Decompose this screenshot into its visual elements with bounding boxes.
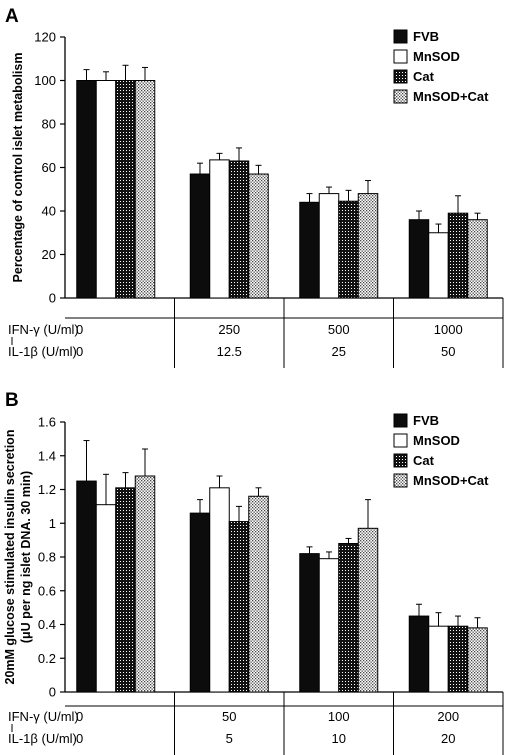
legend-label: MnSOD bbox=[413, 49, 460, 64]
y-tick-label: 0.4 bbox=[38, 617, 56, 632]
bar bbox=[447, 625, 469, 693]
ifn-dose-label: 100 bbox=[328, 709, 350, 724]
y-axis-label: 20mM glucose stimulated insulin secretio… bbox=[3, 430, 17, 685]
y-tick-label: 0.6 bbox=[38, 583, 56, 598]
il-dose-label: 10 bbox=[332, 731, 346, 746]
y-tick-label: 60 bbox=[42, 160, 56, 175]
ifn-dose-label: 0 bbox=[76, 709, 83, 724]
bar bbox=[189, 173, 211, 299]
y-tick-label: 40 bbox=[42, 204, 56, 219]
bar bbox=[408, 615, 430, 693]
legend-label: MnSOD+Cat bbox=[413, 89, 489, 104]
y-tick-label: 0 bbox=[49, 685, 56, 700]
bar bbox=[467, 627, 488, 693]
il-dose-label: 0 bbox=[76, 731, 83, 746]
legend-label: FVB bbox=[413, 413, 439, 428]
bar bbox=[299, 553, 320, 693]
legend-swatch bbox=[393, 29, 408, 44]
bar bbox=[338, 200, 359, 299]
ifn-dose-label: 200 bbox=[437, 709, 459, 724]
y-tick-label: 1.4 bbox=[38, 448, 56, 463]
legend-swatch bbox=[393, 69, 408, 84]
bar bbox=[76, 480, 97, 693]
ifn-row-label: IFN-γ (U/ml) bbox=[8, 322, 79, 337]
ifn-dose-label: 250 bbox=[218, 322, 240, 337]
legend-swatch bbox=[393, 89, 408, 104]
bar bbox=[228, 521, 250, 693]
bar bbox=[248, 173, 269, 299]
y-axis-label-line2: (μU per ng islet DNA. 30 min) bbox=[19, 471, 33, 643]
legend-swatch bbox=[393, 413, 408, 428]
bar bbox=[338, 543, 359, 693]
y-tick-label: 0 bbox=[49, 291, 56, 306]
bar bbox=[318, 558, 340, 693]
ifn-dose-label: 50 bbox=[222, 709, 236, 724]
y-tick-label: 20 bbox=[42, 247, 56, 262]
bar bbox=[95, 504, 117, 693]
bar bbox=[115, 80, 136, 299]
legend-swatch bbox=[393, 49, 408, 64]
y-tick-label: 0.8 bbox=[38, 550, 56, 565]
il-dose-label: 5 bbox=[226, 731, 233, 746]
legend-label: Cat bbox=[413, 453, 435, 468]
panel-label: A bbox=[5, 6, 19, 27]
il-dose-label: 0 bbox=[76, 344, 83, 359]
il-row-label: IL-1β (U/ml) bbox=[8, 344, 77, 359]
ifn-dose-label: 0 bbox=[76, 322, 83, 337]
bar bbox=[357, 193, 379, 299]
il-row-label: IL-1β (U/ml) bbox=[8, 731, 77, 746]
il-dose-label: 12.5 bbox=[217, 344, 242, 359]
chart-panel-b: B 0 0.2 0.4 0.6 0.8 1 1.2 1.4 1.6 20mM glucose sti… bbox=[3, 390, 504, 755]
legend-swatch bbox=[393, 433, 408, 448]
y-tick-label: 100 bbox=[34, 73, 56, 88]
ifn-dose-label: 500 bbox=[328, 322, 350, 337]
bar bbox=[318, 193, 340, 299]
y-tick-label: 120 bbox=[34, 30, 56, 45]
bar bbox=[408, 219, 430, 299]
legend-swatch bbox=[393, 473, 408, 488]
ifn-row-label: IFN-γ (U/ml) bbox=[8, 709, 79, 724]
y-tick-label: 80 bbox=[42, 117, 56, 132]
bar bbox=[248, 495, 269, 693]
legend-swatch bbox=[393, 453, 408, 468]
ifn-dose-label: 1000 bbox=[434, 322, 463, 337]
bar bbox=[357, 527, 379, 693]
y-tick-label: 1 bbox=[49, 516, 56, 531]
bar bbox=[299, 201, 320, 299]
bar bbox=[95, 80, 117, 299]
bar bbox=[467, 219, 488, 299]
legend-label: MnSOD bbox=[413, 433, 460, 448]
bar bbox=[209, 159, 230, 299]
bar bbox=[134, 80, 156, 299]
il-dose-label: 50 bbox=[441, 344, 455, 359]
il-dose-label: 25 bbox=[332, 344, 346, 359]
y-axis-label: Percentage of control islet metabolism bbox=[11, 53, 25, 283]
y-tick-label: 0.2 bbox=[38, 651, 56, 666]
legend-label: Cat bbox=[413, 69, 435, 84]
bar bbox=[76, 80, 97, 299]
il-dose-label: 20 bbox=[441, 731, 455, 746]
bar bbox=[428, 232, 449, 299]
bar bbox=[115, 487, 136, 693]
panel-label: B bbox=[5, 390, 19, 411]
legend-label: MnSOD+Cat bbox=[413, 473, 489, 488]
bar bbox=[134, 475, 156, 693]
y-tick-label: 1.2 bbox=[38, 482, 56, 497]
bar bbox=[447, 212, 469, 299]
legend-label: FVB bbox=[413, 29, 439, 44]
bar bbox=[209, 487, 230, 693]
y-tick-label: 1.6 bbox=[38, 415, 56, 430]
bar bbox=[428, 625, 449, 693]
bar bbox=[228, 160, 250, 299]
chart-panel-a: A 0 20 40 60 80 100 120 Percentage of control is… bbox=[5, 6, 504, 368]
bar bbox=[189, 512, 211, 693]
